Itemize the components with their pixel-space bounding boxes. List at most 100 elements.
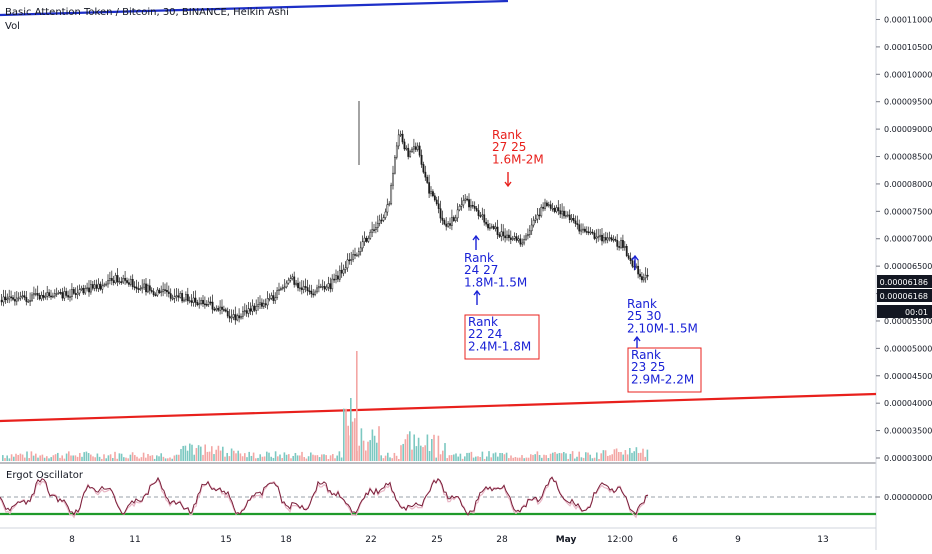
- candle-body: [308, 290, 311, 293]
- volume-bar: [620, 451, 622, 461]
- candle-body: [487, 223, 489, 229]
- candle-body: [291, 276, 294, 279]
- candle-body: [302, 286, 305, 290]
- volume-bar: [499, 452, 501, 461]
- volume-label[interactable]: Vol: [5, 21, 20, 32]
- candle-body: [388, 203, 391, 206]
- price-label-text: 00:01: [905, 308, 928, 317]
- volume-bar: [362, 440, 365, 461]
- candle-body: [120, 281, 123, 283]
- y-tick-label: 0.00007000: [884, 235, 932, 244]
- candle-body: [190, 300, 193, 303]
- volume-bar: [391, 458, 393, 461]
- symbol-title[interactable]: Basic Attention Token / Bitcoin, 30, BIN…: [5, 7, 289, 18]
- annotation-box: [627, 347, 702, 393]
- volume-bar: [153, 458, 156, 461]
- candle-body: [15, 297, 18, 302]
- volume-bar: [61, 455, 63, 461]
- volume-bar: [635, 447, 638, 461]
- candle-body: [521, 242, 524, 245]
- candle-body: [502, 231, 505, 237]
- volume-bar: [37, 457, 39, 461]
- volume-bar: [19, 453, 22, 461]
- candle-body: [451, 217, 453, 226]
- candle-body: [29, 300, 32, 302]
- oscillator-title[interactable]: Ergot Oscillator: [6, 470, 84, 481]
- candle-body: [46, 292, 49, 297]
- volume-bar: [466, 452, 468, 461]
- candle-body: [479, 215, 482, 217]
- candle-body: [428, 182, 431, 194]
- candle-body: [42, 294, 45, 298]
- volume-bar: [2, 455, 4, 461]
- oscillator-main-line: [0, 476, 649, 516]
- volume-bar: [398, 458, 400, 461]
- volume-bar: [464, 456, 466, 461]
- volume-bar: [483, 458, 486, 461]
- candle-body: [0, 299, 3, 303]
- volume-bar: [266, 451, 268, 461]
- candle-body: [215, 307, 218, 311]
- volume-bar: [107, 455, 110, 461]
- volume-bar: [68, 451, 70, 461]
- annotation-text: Rank: [464, 251, 494, 265]
- volume-bar: [6, 455, 8, 461]
- candle-body: [17, 297, 20, 300]
- candle-body: [519, 238, 522, 245]
- volume-bar: [580, 457, 583, 461]
- volume-bar: [461, 458, 464, 461]
- volume-bar: [90, 454, 92, 461]
- annotation-text: 25 30: [627, 309, 661, 323]
- volume-bar: [39, 455, 41, 461]
- volume-bar: [299, 455, 301, 461]
- candle-body: [72, 289, 75, 294]
- candle-body: [627, 255, 630, 259]
- volume-bar: [72, 455, 74, 461]
- candle-body: [257, 304, 260, 307]
- candle-body: [319, 286, 322, 288]
- volume-bar: [79, 453, 81, 461]
- volume-bar: [479, 457, 481, 461]
- volume-bar: [501, 453, 503, 461]
- candle-body: [50, 295, 52, 298]
- volume-bar: [609, 455, 611, 461]
- volume-bar: [532, 454, 534, 461]
- candle-body: [325, 286, 328, 290]
- candle-body: [616, 240, 619, 247]
- candle-body: [584, 228, 586, 232]
- oscillator-zero-label: 0.00000000: [884, 493, 932, 502]
- candle-body: [268, 298, 271, 300]
- candle-body: [348, 259, 351, 262]
- candle-body: [447, 223, 450, 227]
- volume-bar: [338, 451, 341, 461]
- volume-bar: [208, 451, 211, 461]
- volume-bar: [87, 453, 90, 461]
- volume-bar: [468, 452, 470, 461]
- candle-body: [135, 286, 138, 289]
- volume-bar: [167, 458, 169, 461]
- candle-body: [95, 284, 98, 289]
- volume-bar: [343, 408, 345, 461]
- volume-bar: [494, 452, 497, 461]
- candle-body: [376, 222, 379, 228]
- candle-body: [344, 267, 347, 270]
- volume-bar: [596, 452, 598, 461]
- candle-body: [23, 295, 26, 298]
- volume-bar: [604, 450, 607, 461]
- candle-body: [498, 234, 501, 237]
- volume-bar: [402, 443, 404, 461]
- volume-bar: [116, 458, 118, 461]
- volume-bar: [558, 452, 561, 461]
- volume-bar: [369, 440, 371, 461]
- annotation-text: Rank: [627, 297, 657, 311]
- candle-body: [585, 231, 588, 233]
- volume-bar: [307, 456, 310, 461]
- candle-body: [247, 308, 250, 314]
- candle-body: [551, 208, 554, 210]
- candle-body: [470, 205, 472, 208]
- volume-bar: [303, 457, 305, 461]
- candle-body: [610, 237, 613, 241]
- volume-bar: [290, 458, 292, 461]
- volume-bar: [10, 454, 13, 461]
- volume-bar: [277, 456, 279, 461]
